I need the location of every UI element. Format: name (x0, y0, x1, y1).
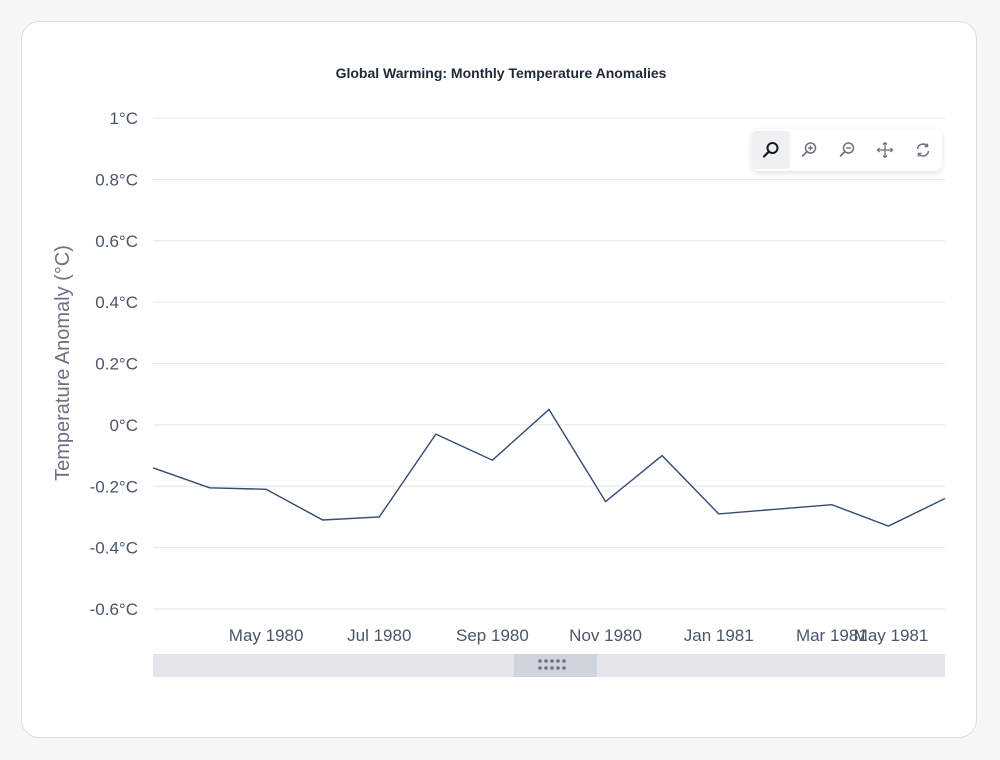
series-group (152, 408, 946, 527)
x-tick-label: Mar 1981 (796, 626, 868, 645)
range-navigator-handle[interactable] (514, 654, 597, 677)
y-tick-label: 0.6°C (95, 232, 138, 251)
y-tick-label: 0°C (109, 416, 138, 435)
x-tick-label: Jan 1981 (684, 626, 754, 645)
y-tick-label: -0.4°C (90, 539, 138, 558)
y-tick-label: 0.8°C (95, 170, 138, 189)
series-line (152, 408, 946, 527)
y-tick-label: 0.4°C (95, 293, 138, 312)
zoom-in-button[interactable] (790, 131, 828, 169)
grid-lines (153, 117, 945, 610)
zoom-out-button[interactable] (828, 131, 866, 169)
zoom-select-icon (762, 142, 779, 158)
reset-icon (916, 143, 930, 157)
chart-toolbar (752, 129, 942, 171)
x-tick-label: May 1981 (854, 626, 929, 645)
x-axis-ticks: May 1980 Jul 1980 Sep 1980 Nov 1980 Jan 1981… (229, 626, 929, 645)
y-axis-label: Temperature Anomaly (°C) (52, 245, 74, 481)
y-tick-label: 0.2°C (95, 355, 138, 374)
chart-title: Global Warming: Monthly Temperature Anom… (336, 65, 667, 81)
x-tick-label: Jul 1980 (347, 626, 411, 645)
zoom-select-button[interactable] (752, 131, 790, 169)
x-tick-label: Sep 1980 (456, 626, 529, 645)
reset-button[interactable] (904, 131, 942, 169)
grip-dots-icon (538, 659, 566, 670)
x-tick-label: Nov 1980 (569, 626, 642, 645)
y-tick-label: -0.6°C (90, 600, 138, 619)
y-axis-ticks: 1°C 0.8°C 0.6°C 0.4°C 0.2°C 0°C -0.2°C -0.4°C -0… (90, 109, 138, 619)
pan-button[interactable] (866, 131, 904, 169)
pan-icon (876, 141, 894, 159)
zoom-out-icon (839, 142, 855, 157)
y-tick-label: -0.2°C (90, 477, 138, 496)
y-tick-label: 1°C (109, 109, 138, 128)
zoom-in-icon (801, 142, 817, 157)
x-tick-label: May 1980 (229, 626, 304, 645)
